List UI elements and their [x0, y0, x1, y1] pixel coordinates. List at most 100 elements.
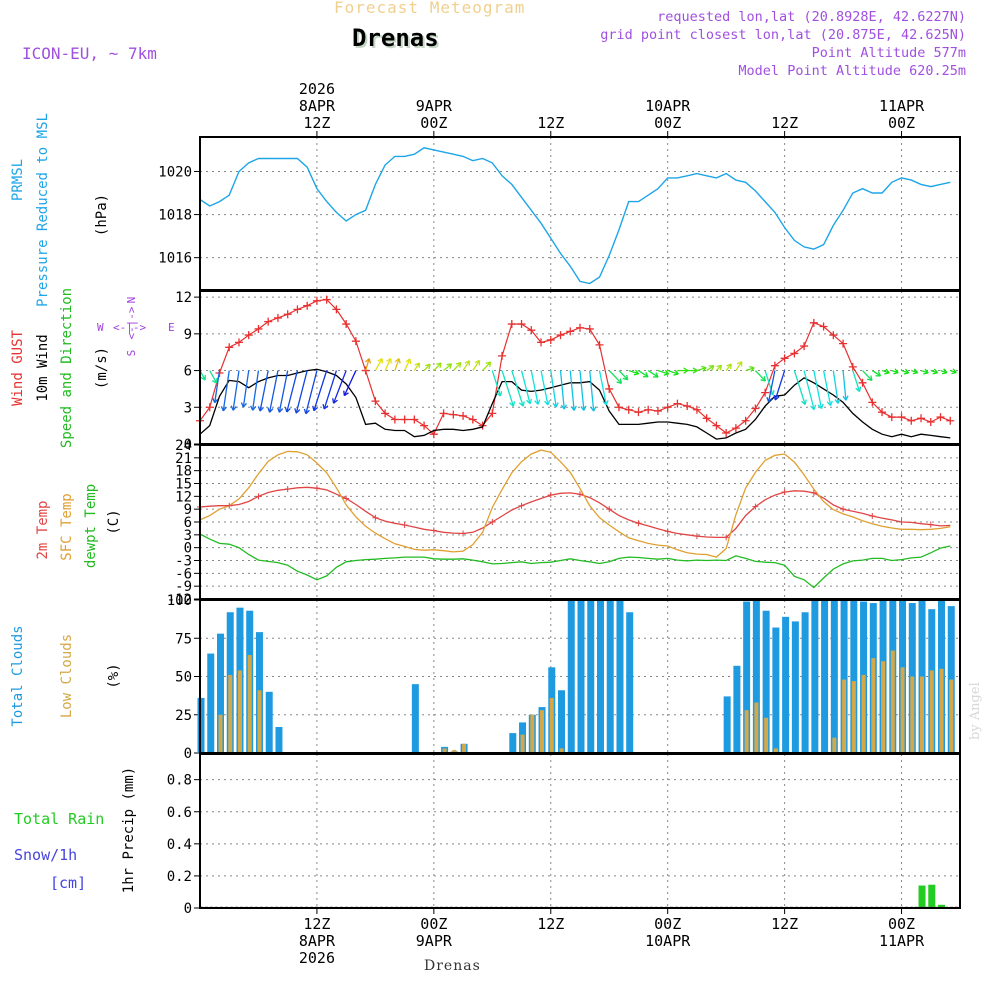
- wind-arrow-head: [552, 402, 559, 408]
- y-tick-label: 75: [175, 631, 192, 647]
- temp2m-point: [226, 502, 233, 509]
- temp2m-point: [577, 491, 583, 498]
- temp2m-point: [810, 489, 817, 496]
- wind-arrow-head: [622, 374, 629, 381]
- pressure-line: [199, 147, 951, 285]
- wind-arrow: [822, 370, 833, 407]
- wind-arrow-head: [455, 362, 462, 368]
- gust-label: Wind GUST: [10, 330, 26, 406]
- wind-arrow-head: [509, 401, 516, 407]
- wind-arrow-head: [760, 376, 767, 382]
- temp2m-point: [489, 519, 496, 525]
- wind-arrow-shaft: [313, 370, 328, 411]
- wind-arrow-head: [485, 361, 492, 368]
- gust-point: [878, 408, 887, 417]
- wind-arrow: [472, 359, 481, 371]
- model-altitude: Model Point Altitude 620.25m: [738, 63, 966, 79]
- wind-arrow-shaft: [598, 370, 608, 406]
- low-cloud-bar: [832, 737, 837, 753]
- top-time-label: 00Z: [654, 114, 681, 132]
- wind-arrow-head: [932, 368, 939, 375]
- wind-arrow-head: [866, 375, 873, 382]
- wind-arrow-head: [414, 362, 421, 368]
- y-tick-label: 1018: [158, 208, 192, 224]
- wind-arrow-shaft: [472, 360, 481, 371]
- y-tick-label: 3: [184, 528, 192, 544]
- wind-arrow: [384, 358, 392, 371]
- gust-point: [848, 362, 857, 371]
- wind-arrow-head: [496, 391, 503, 397]
- top-time-label: 9APR: [416, 97, 453, 115]
- wind-arrow-head: [842, 395, 849, 401]
- wind-arrow-head: [250, 405, 257, 411]
- temp2m-point: [693, 533, 700, 540]
- wind-arrow-head: [377, 357, 383, 364]
- wind-arrow: [443, 363, 453, 372]
- wind-arrow-shaft: [343, 370, 357, 396]
- wind-arrow-shaft: [278, 370, 289, 413]
- y-tick-label: 0: [184, 437, 192, 453]
- compass-ew: <-|->: [113, 321, 146, 334]
- pressure-label-1: PRMSL: [10, 159, 26, 201]
- y-tick-label: 0.8: [167, 773, 192, 789]
- wind-arrow: [413, 362, 421, 371]
- wind-arrow-head: [663, 369, 670, 376]
- panel-frame-0: [199, 136, 961, 291]
- wind-arrow: [520, 370, 533, 405]
- wind-arrow-head: [768, 389, 775, 396]
- wind-arrow-head: [893, 368, 899, 375]
- gust-point: [663, 403, 672, 412]
- gust-point: [420, 421, 429, 430]
- gust-point: [225, 343, 234, 352]
- gust-point: [624, 405, 633, 414]
- bottom-time-label: 8APR: [299, 932, 336, 950]
- wind-arrow: [312, 370, 328, 412]
- wind-arrow-head: [736, 361, 743, 367]
- wind-arrow-shaft: [735, 361, 743, 371]
- gust-point: [205, 403, 214, 412]
- wind-arrow-shaft: [286, 370, 299, 413]
- low-cloud-bar: [773, 748, 778, 753]
- y-tick-label: 18: [175, 464, 192, 480]
- wind-arrow: [294, 370, 308, 414]
- low-cloud-bar: [442, 748, 447, 753]
- wind-arrow: [343, 370, 357, 397]
- top-time-label: 00Z: [420, 114, 447, 132]
- bottom-time-label: 12Z: [771, 915, 798, 933]
- pressure-unit: (hPa): [94, 194, 110, 236]
- wind-arrow: [766, 370, 776, 403]
- low-cloud-bar: [900, 667, 905, 753]
- gust-point: [751, 404, 760, 413]
- wind-arrow: [813, 370, 824, 410]
- gust-point: [342, 320, 351, 329]
- wind-arrow-shaft: [423, 363, 431, 372]
- gust-point: [780, 354, 789, 363]
- gust-point: [488, 409, 497, 418]
- wind-arrow: [832, 370, 841, 404]
- wind-arrow-shaft: [608, 370, 622, 384]
- y-tick-label: 1016: [158, 251, 192, 267]
- gust-point: [361, 366, 370, 375]
- gust-point: [254, 324, 263, 333]
- gust-point: [653, 406, 662, 415]
- wind-arrow: [303, 370, 318, 415]
- gust-point: [917, 414, 926, 423]
- wind-arrow-head: [773, 394, 780, 401]
- wind-arrow: [284, 370, 299, 413]
- wind-arrow: [540, 370, 551, 406]
- wind-arrow: [433, 362, 442, 372]
- temp2m-point: [430, 527, 437, 534]
- temp2m-point: [723, 534, 730, 541]
- wind-arrow-shaft: [579, 370, 585, 411]
- y-tick-label: 0: [184, 541, 192, 557]
- gust-point: [234, 338, 243, 347]
- wind-arrow: [773, 370, 786, 401]
- y-tick-label: 100: [167, 593, 192, 609]
- wind-arrow: [667, 369, 679, 376]
- low-cloud-bar: [247, 655, 252, 753]
- bottom-time-label: 00Z: [888, 915, 915, 933]
- wind-arrow-head: [230, 405, 237, 411]
- wind-arrow-head: [200, 374, 206, 381]
- wind-arrow-head: [875, 371, 882, 377]
- total-cloud-bar: [801, 612, 809, 753]
